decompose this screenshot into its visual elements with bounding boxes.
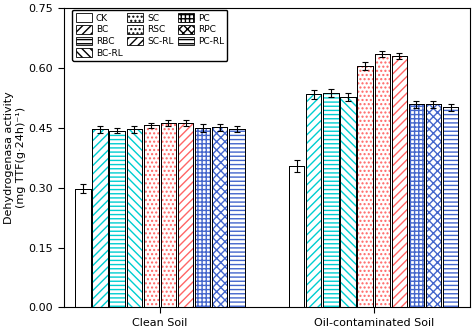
Bar	[144, 125, 159, 307]
Bar	[323, 93, 338, 307]
Bar	[229, 129, 245, 307]
Bar	[426, 104, 441, 307]
Bar	[340, 97, 356, 307]
Bar	[392, 56, 407, 307]
Bar	[127, 129, 142, 307]
Bar	[161, 123, 176, 307]
Bar	[212, 127, 228, 307]
Bar	[161, 123, 176, 307]
Bar	[289, 166, 304, 307]
Bar	[195, 128, 210, 307]
Bar	[340, 97, 356, 307]
Bar	[409, 104, 424, 307]
Bar	[323, 93, 338, 307]
Bar	[178, 123, 193, 307]
Bar	[75, 189, 91, 307]
Bar	[92, 129, 108, 307]
Bar	[306, 94, 321, 307]
Bar	[392, 56, 407, 307]
Bar	[195, 128, 210, 307]
Bar	[340, 97, 356, 307]
Bar	[212, 127, 228, 307]
Bar	[109, 131, 125, 307]
Legend: CK, BC, RBC, BC-RL, SC, RSC, SC-RL, PC, RPC, PC-RL: CK, BC, RBC, BC-RL, SC, RSC, SC-RL, PC, …	[73, 10, 228, 61]
Bar	[109, 131, 125, 307]
Bar	[127, 129, 142, 307]
Bar	[127, 129, 142, 307]
Bar	[357, 66, 373, 307]
Bar	[409, 104, 424, 307]
Bar	[144, 125, 159, 307]
Bar	[178, 123, 193, 307]
Bar	[392, 56, 407, 307]
Bar	[323, 93, 338, 307]
Bar	[289, 166, 304, 307]
Bar	[212, 127, 228, 307]
Bar	[357, 66, 373, 307]
Y-axis label: Dehydrogenasa activity
(mg TTF(g·24h)⁻¹): Dehydrogenasa activity (mg TTF(g·24h)⁻¹)	[4, 91, 26, 224]
Bar	[374, 54, 390, 307]
Bar	[443, 107, 458, 307]
Bar	[374, 54, 390, 307]
Bar	[357, 66, 373, 307]
Bar	[75, 189, 91, 307]
Bar	[144, 125, 159, 307]
Bar	[229, 129, 245, 307]
Bar	[443, 107, 458, 307]
Bar	[195, 128, 210, 307]
Bar	[229, 129, 245, 307]
Bar	[161, 123, 176, 307]
Bar	[92, 129, 108, 307]
Bar	[306, 94, 321, 307]
Bar	[374, 54, 390, 307]
Bar	[306, 94, 321, 307]
Bar	[426, 104, 441, 307]
Bar	[409, 104, 424, 307]
Bar	[178, 123, 193, 307]
Bar	[426, 104, 441, 307]
Bar	[92, 129, 108, 307]
Bar	[443, 107, 458, 307]
Bar	[109, 131, 125, 307]
